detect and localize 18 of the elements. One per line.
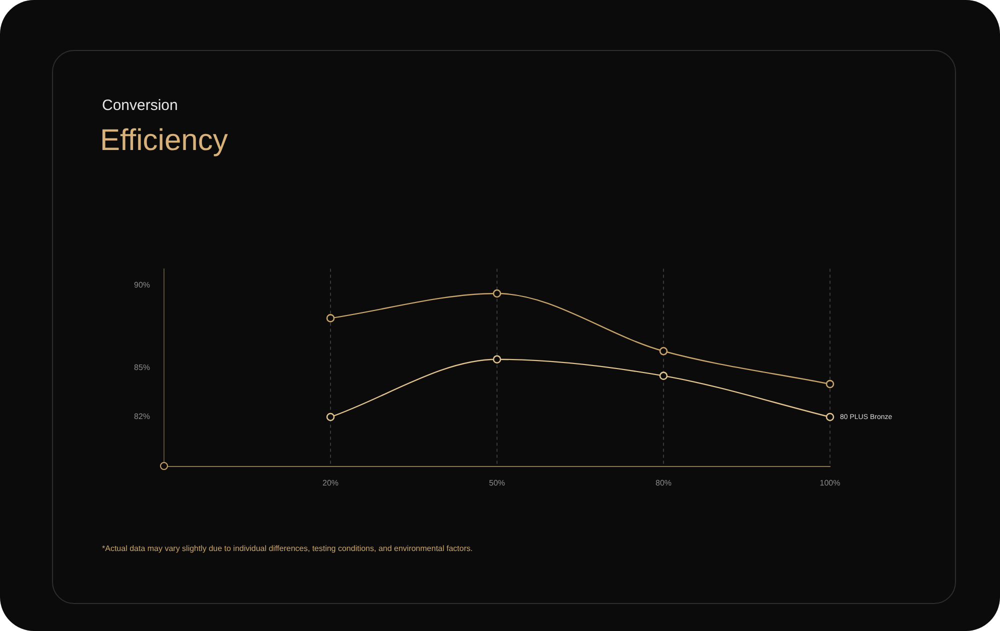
point	[659, 346, 668, 356]
point	[826, 412, 834, 422]
y-tick-label: 90%	[134, 280, 150, 290]
y-tick-label: 82%	[134, 412, 150, 422]
chart-subtitle: Conversion	[102, 97, 178, 114]
x-tick-label: 100%	[820, 478, 840, 488]
point	[326, 412, 335, 422]
x-tick-label: 20%	[322, 478, 339, 488]
point	[492, 289, 502, 298]
x-tick-label: 80%	[655, 478, 672, 488]
x-tick-label: 50%	[489, 478, 506, 488]
point	[326, 314, 335, 322]
point	[659, 372, 668, 380]
y-tick-label: 85%	[134, 362, 150, 372]
point	[492, 355, 502, 364]
point	[826, 380, 834, 388]
chart-title: Efficiency	[100, 124, 228, 158]
text: *Actual data may vary slightly due to individual differences, testing conditions, and environmental factors.	[102, 544, 473, 553]
